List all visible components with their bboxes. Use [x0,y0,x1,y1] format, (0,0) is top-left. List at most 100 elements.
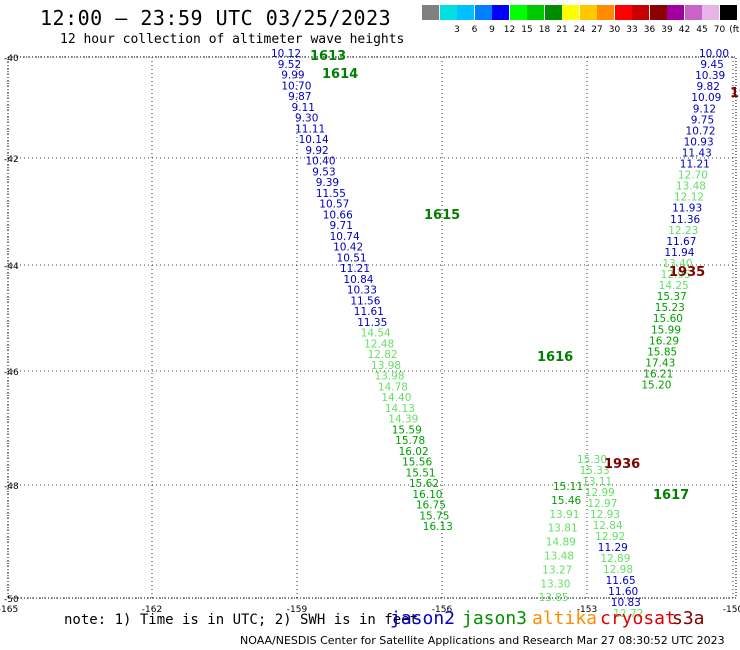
swh-value: 9.39 [316,177,339,189]
colorbar-label: 36 [643,25,656,35]
swh-value: 15.85 [647,346,677,358]
swh-value: 9.87 [288,91,311,103]
swh-value: 12.72 [613,608,643,620]
swh-value: 15.78 [395,435,425,447]
swh-value: 13.40 [662,258,692,270]
swh-value: 15.51 [406,467,436,479]
swh-value: 15.46 [551,495,581,507]
swh-value: 10.00 [699,48,729,60]
footer-credit: NOAA/NESDIS Center for Satellite Applica… [240,634,725,647]
swh-value: 10.09 [691,92,721,104]
swh-value: 10.33 [347,285,377,297]
swh-value: 13.85 [539,592,569,604]
swh-value: 11.36 [670,214,700,226]
swh-value: 13.98 [371,360,401,372]
map-title: 12:00 – 23:59 UTC 03/25/2023 [40,6,392,30]
swh-value: 14.78 [378,381,408,393]
swh-value: 10.72 [686,125,716,137]
swh-value: 11.94 [664,247,694,259]
lat-label: -44 [4,262,19,272]
colorbar-label: 3 [454,25,460,35]
colorbar-label: 24 [573,25,586,35]
swh-value: 10.66 [323,209,353,221]
swh-value: 9.82 [697,81,720,93]
swh-value: 10.83 [611,597,641,609]
time-label: 1616 [537,350,573,365]
legend-cryosat: cryosat [600,608,676,629]
legend-s3a: s3a [672,608,705,629]
swh-value: 9.53 [312,166,335,178]
swh-value: 10.74 [330,231,360,243]
swh-value: 14.25 [659,280,689,292]
swh-value: 13.27 [542,564,572,576]
swh-value: 15.37 [657,291,687,303]
swh-value: 13.30 [540,578,570,590]
swh-value: 10.40 [305,156,335,168]
swh-value: 15.60 [653,313,683,325]
colorbar-label: 30 [608,25,621,35]
legend-altika: altika [532,608,598,629]
swh-value: 10.84 [343,274,373,286]
time-label: 1614 [322,67,358,82]
swh-value: 16.29 [649,335,679,347]
colorbar-label: 45 [696,25,708,35]
swh-value: 10.14 [299,134,329,146]
swh-value: 12.89 [600,553,630,565]
time-label: 1613 [310,49,346,64]
swh-value: 14.89 [546,537,576,549]
swh-value: 11.43 [682,147,712,159]
swh-value: 12.95 [661,269,691,281]
swh-value: 11.11 [295,123,325,135]
swh-value: 11.56 [350,295,380,307]
swh-value: 15.56 [402,457,432,469]
swh-value: 12.93 [590,509,620,521]
legend-jason2: jason2 [390,608,456,629]
lon-label: -156 [432,605,453,615]
time-label: 1617 [653,488,689,503]
swh-value: 9.92 [305,145,328,157]
swh-value: 15.20 [641,380,671,392]
colorbar-label: 70 [713,25,726,35]
colorbar-unit: (ft) [729,25,740,35]
colorbar-label: 33 [626,25,638,35]
swh-value: 13.48 [544,551,574,563]
swh-value: 14.54 [361,328,391,340]
swh-value: 11.21 [680,159,710,171]
swh-value: 11.93 [672,203,702,215]
swh-value: 10.57 [319,199,349,211]
swh-value: 12.23 [668,225,698,237]
swh-value: 9.99 [281,70,304,82]
swh-value: 13.48 [676,181,706,193]
swh-value: 9.45 [700,59,723,71]
swh-value: 16.13 [423,521,453,533]
lat-label: -48 [4,482,19,492]
time-label: 19 [730,86,740,101]
swh-value: 16.75 [416,500,446,512]
lon-label: -159 [287,605,308,615]
colorbar-label: 42 [678,25,691,35]
colorbar-label: 18 [538,25,551,35]
lat-label: -46 [4,368,19,378]
swh-value: 11.61 [354,306,384,318]
lat-label: -50 [4,595,19,605]
swh-value: 13.81 [548,523,578,535]
lat-label: -42 [4,155,19,165]
swh-value: 9.52 [278,59,301,71]
map-subtitle: 12 hour collection of altimeter wave hei… [60,32,405,47]
swh-value: 12.70 [678,170,708,182]
swh-value: 12.99 [585,487,615,499]
colorbar-label: 21 [556,25,568,35]
time-label: 1935 [669,265,705,280]
swh-value: 14.13 [385,403,415,415]
swh-value: 12.84 [593,520,623,532]
swh-value: 13.98 [374,371,404,383]
swh-value: 15.11 [553,481,583,493]
swh-value: 11.55 [316,188,346,200]
swh-value: 17.43 [645,357,675,369]
swh-value: 15.75 [419,510,449,522]
colorbar-label: 12 [503,25,516,35]
swh-value: 13.91 [549,509,579,521]
colorbar-label: 15 [521,25,533,35]
swh-value: 12.82 [368,349,398,361]
